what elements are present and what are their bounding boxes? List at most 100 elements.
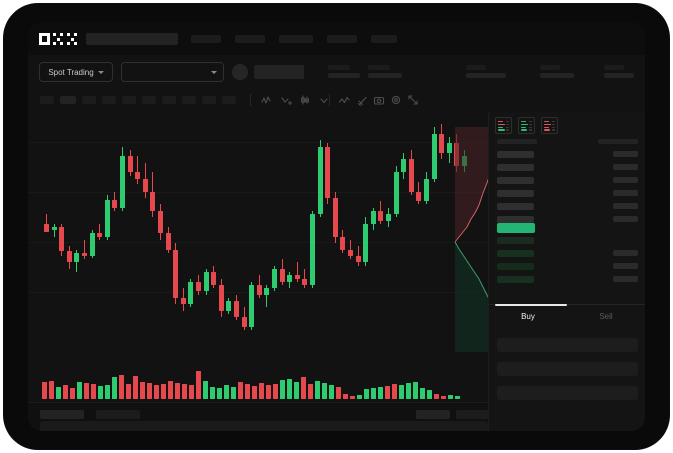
orderbook-ask-row[interactable] — [489, 163, 645, 174]
orderbook-ask-row[interactable] — [489, 215, 645, 226]
amount-field[interactable] — [497, 386, 638, 400]
volume-bar — [259, 382, 264, 399]
stat-24h-turnover-label — [540, 65, 560, 70]
stat-index-label — [604, 65, 624, 70]
nav-item-3[interactable] — [279, 35, 313, 43]
tab-buy[interactable]: Buy — [521, 312, 535, 321]
candle — [66, 112, 72, 342]
interval-5[interactable] — [122, 96, 136, 104]
orderbook-ask-row[interactable] — [489, 176, 645, 187]
interval-10[interactable] — [222, 96, 236, 104]
candle-body — [44, 223, 49, 232]
tab-sell[interactable]: Sell — [599, 312, 613, 321]
indicator-icon[interactable] — [260, 94, 272, 106]
volume-bar — [245, 383, 250, 399]
volume-bar — [175, 382, 180, 399]
trading-mode-select[interactable]: Spot Trading — [39, 62, 113, 82]
candle — [294, 112, 300, 342]
volume-bar — [350, 395, 355, 399]
line-chart-icon[interactable] — [338, 94, 350, 106]
volume-bar — [140, 381, 145, 399]
candle-type-icon[interactable] — [299, 94, 311, 106]
search-input[interactable] — [86, 33, 178, 45]
volume-bar — [70, 388, 75, 399]
nav-item-1[interactable] — [191, 35, 221, 43]
ask-price — [497, 216, 534, 223]
interval-9[interactable] — [202, 96, 216, 104]
interval-2[interactable] — [60, 96, 76, 104]
chart-pane[interactable] — [28, 112, 488, 402]
interval-8[interactable] — [182, 96, 196, 104]
pair-select[interactable] — [121, 62, 224, 82]
interval-7[interactable] — [162, 96, 176, 104]
candle-body — [226, 301, 232, 311]
volume-bar — [455, 395, 460, 399]
candle-body — [173, 249, 179, 298]
volume-bar — [189, 385, 194, 399]
fullscreen-icon[interactable] — [407, 94, 419, 106]
nav-item-2[interactable] — [235, 35, 265, 43]
candle-body — [112, 199, 118, 208]
bottom-action-2[interactable] — [456, 410, 490, 419]
candle-body — [317, 146, 323, 215]
volume-bar — [448, 394, 453, 399]
pair-price — [254, 65, 304, 79]
orderbook-rows — [489, 150, 645, 298]
volume-bar — [49, 380, 54, 399]
candle — [363, 112, 369, 342]
tab-order-history[interactable] — [96, 410, 140, 419]
orderbook-ask-row[interactable] — [489, 189, 645, 200]
chevron-down-icon[interactable] — [318, 94, 330, 106]
orderbook-bid-row[interactable] — [489, 262, 645, 273]
candle-body — [59, 227, 65, 252]
ask-amount — [613, 177, 638, 183]
candle — [241, 112, 247, 342]
candle-body — [264, 288, 270, 295]
candle-body — [431, 133, 437, 179]
interval-6[interactable] — [142, 96, 156, 104]
volume-bar — [133, 376, 138, 399]
interval-4[interactable] — [102, 96, 116, 104]
candle-body — [370, 210, 376, 224]
orderbook-bid-row[interactable] — [489, 275, 645, 286]
candle — [127, 112, 133, 342]
volume-bar — [427, 390, 432, 399]
ob-mode-bids[interactable] — [518, 117, 535, 134]
candle-body — [82, 252, 87, 256]
candle — [325, 112, 331, 342]
ob-mode-both[interactable] — [495, 117, 512, 134]
bid-amount — [613, 250, 638, 256]
ob-mode-asks[interactable] — [541, 117, 558, 134]
orderbook-ask-row[interactable] — [489, 202, 645, 213]
toolbar-divider — [250, 94, 251, 106]
settings-icon[interactable] — [390, 94, 402, 106]
volume-bar — [301, 377, 306, 399]
volume-bar — [84, 382, 89, 399]
tab-open-orders[interactable] — [40, 410, 84, 419]
stat-index — [604, 65, 634, 78]
compare-icon[interactable] — [280, 94, 292, 106]
camera-icon[interactable] — [373, 94, 385, 106]
orderbook-bid-row[interactable] — [489, 236, 645, 247]
orderbook-bid-row[interactable] — [489, 249, 645, 260]
trading-mode-label: Spot Trading — [48, 67, 94, 77]
volume-bar — [273, 383, 278, 399]
okx-logo[interactable] — [39, 33, 78, 45]
top-nav — [28, 22, 645, 55]
magnet-icon[interactable] — [356, 94, 368, 106]
interval-1[interactable] — [40, 96, 54, 104]
bid-price — [497, 263, 534, 270]
candle — [370, 112, 376, 342]
orderbook-ask-row[interactable] — [489, 150, 645, 161]
stat-24h-volume-value — [466, 73, 506, 78]
candle-body — [97, 233, 103, 237]
bottom-action-1[interactable] — [416, 410, 450, 419]
chevron-down-icon — [97, 70, 104, 74]
nav-item-5[interactable] — [371, 35, 397, 43]
order-type-field[interactable] — [497, 338, 638, 352]
nav-item-4[interactable] — [327, 35, 357, 43]
interval-3[interactable] — [82, 96, 96, 104]
price-field[interactable] — [497, 362, 638, 376]
candle — [165, 112, 171, 342]
candle-body — [386, 214, 391, 221]
